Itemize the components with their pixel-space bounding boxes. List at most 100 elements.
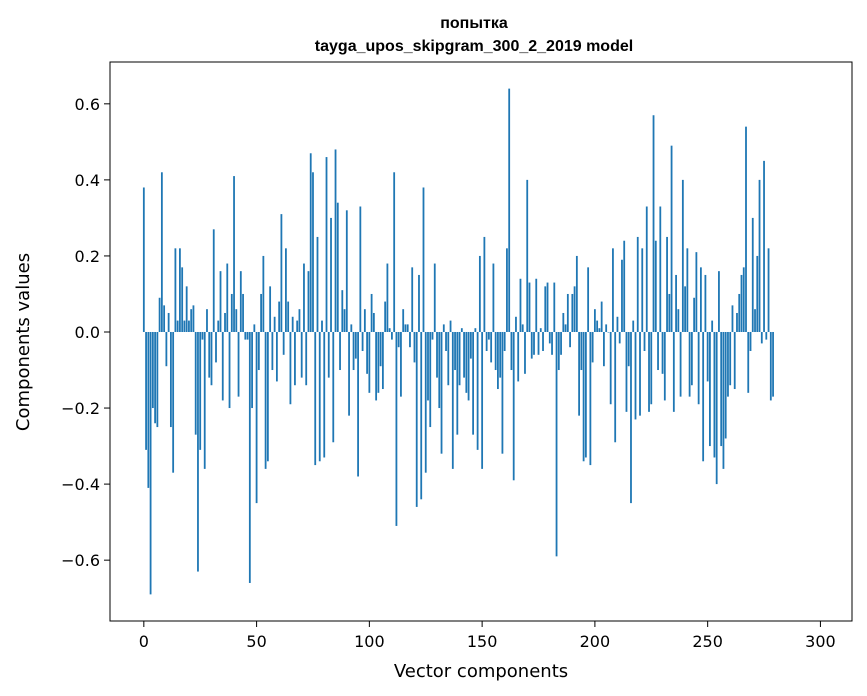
- bar: [704, 274, 707, 332]
- bar: [212, 229, 215, 332]
- bar: [557, 331, 560, 371]
- bar: [280, 214, 283, 332]
- bar: [675, 274, 677, 332]
- bar: [269, 286, 272, 332]
- bar: [521, 324, 524, 332]
- bar: [546, 282, 549, 332]
- bar: [447, 331, 450, 386]
- bar: [208, 331, 211, 378]
- bar: [679, 331, 682, 397]
- bar: [185, 286, 188, 332]
- bar: [706, 331, 709, 382]
- bar: [219, 271, 222, 332]
- bar: [246, 331, 249, 340]
- bar: [467, 331, 470, 401]
- bar: [404, 324, 407, 332]
- bar: [747, 331, 750, 393]
- bar: [368, 331, 371, 393]
- bar: [409, 331, 411, 348]
- bar: [593, 309, 596, 332]
- bar: [228, 331, 231, 409]
- bar: [542, 331, 544, 351]
- bar: [652, 115, 655, 333]
- bar: [397, 331, 400, 348]
- x-tick-label: 50: [246, 632, 266, 651]
- bar: [257, 331, 260, 371]
- bar: [323, 331, 326, 458]
- bar: [645, 206, 648, 332]
- bar: [756, 255, 759, 332]
- bar: [614, 331, 617, 443]
- bar: [291, 316, 294, 332]
- bar: [359, 206, 362, 332]
- bar: [388, 328, 391, 332]
- y-tick-label: 0.2: [75, 247, 100, 266]
- bar: [377, 331, 380, 393]
- bar: [370, 293, 373, 332]
- bar: [562, 312, 565, 332]
- bar: [296, 320, 299, 332]
- bar: [289, 331, 292, 405]
- bar: [722, 331, 725, 469]
- bar: [174, 248, 177, 332]
- bar: [763, 160, 765, 332]
- bar: [749, 331, 752, 351]
- bar: [381, 331, 384, 390]
- bar: [294, 331, 296, 386]
- plot-frame: [109, 61, 853, 622]
- x-tick-label: 100: [354, 632, 385, 651]
- bar: [375, 331, 378, 401]
- bar: [321, 320, 323, 332]
- bar: [460, 328, 463, 332]
- bar: [424, 331, 427, 473]
- bar: [145, 331, 147, 450]
- bar: [192, 305, 195, 332]
- bar: [325, 157, 328, 332]
- bar: [147, 331, 150, 488]
- bar: [720, 331, 723, 447]
- bar: [230, 293, 233, 332]
- bar: [149, 331, 152, 595]
- bar: [643, 331, 646, 351]
- bar: [487, 331, 490, 340]
- bar: [733, 331, 736, 390]
- bar: [688, 331, 691, 397]
- bar: [285, 248, 287, 332]
- bar: [465, 331, 468, 393]
- bar: [440, 331, 443, 454]
- bar: [330, 217, 332, 332]
- bar: [406, 324, 409, 332]
- x-axis-label: Vector components: [394, 661, 568, 682]
- bar: [179, 248, 181, 332]
- bar: [275, 331, 278, 382]
- bar: [650, 331, 653, 405]
- bar: [641, 248, 644, 332]
- bar: [632, 320, 635, 332]
- bar: [411, 267, 414, 332]
- bar: [627, 331, 630, 367]
- bar: [262, 255, 265, 332]
- bar: [300, 331, 303, 378]
- bar: [537, 331, 540, 355]
- bar: [713, 331, 716, 458]
- bar: [727, 331, 729, 397]
- bar: [515, 316, 517, 332]
- x-axis-ticks: 0 50 100 150 200 250 300: [139, 621, 836, 651]
- bar: [528, 282, 531, 332]
- bar: [598, 328, 601, 332]
- bar: [248, 331, 251, 583]
- bar: [740, 274, 743, 332]
- x-tick-label: 150: [467, 632, 498, 651]
- bar: [391, 331, 393, 340]
- bar: [309, 153, 312, 332]
- bar: [510, 331, 513, 371]
- bar: [476, 331, 479, 450]
- bar: [176, 320, 179, 332]
- bar: [402, 309, 405, 332]
- bar: [431, 331, 434, 340]
- bar: [663, 331, 666, 401]
- bar: [413, 331, 416, 363]
- bar: [156, 331, 159, 428]
- bars-group: [142, 88, 774, 595]
